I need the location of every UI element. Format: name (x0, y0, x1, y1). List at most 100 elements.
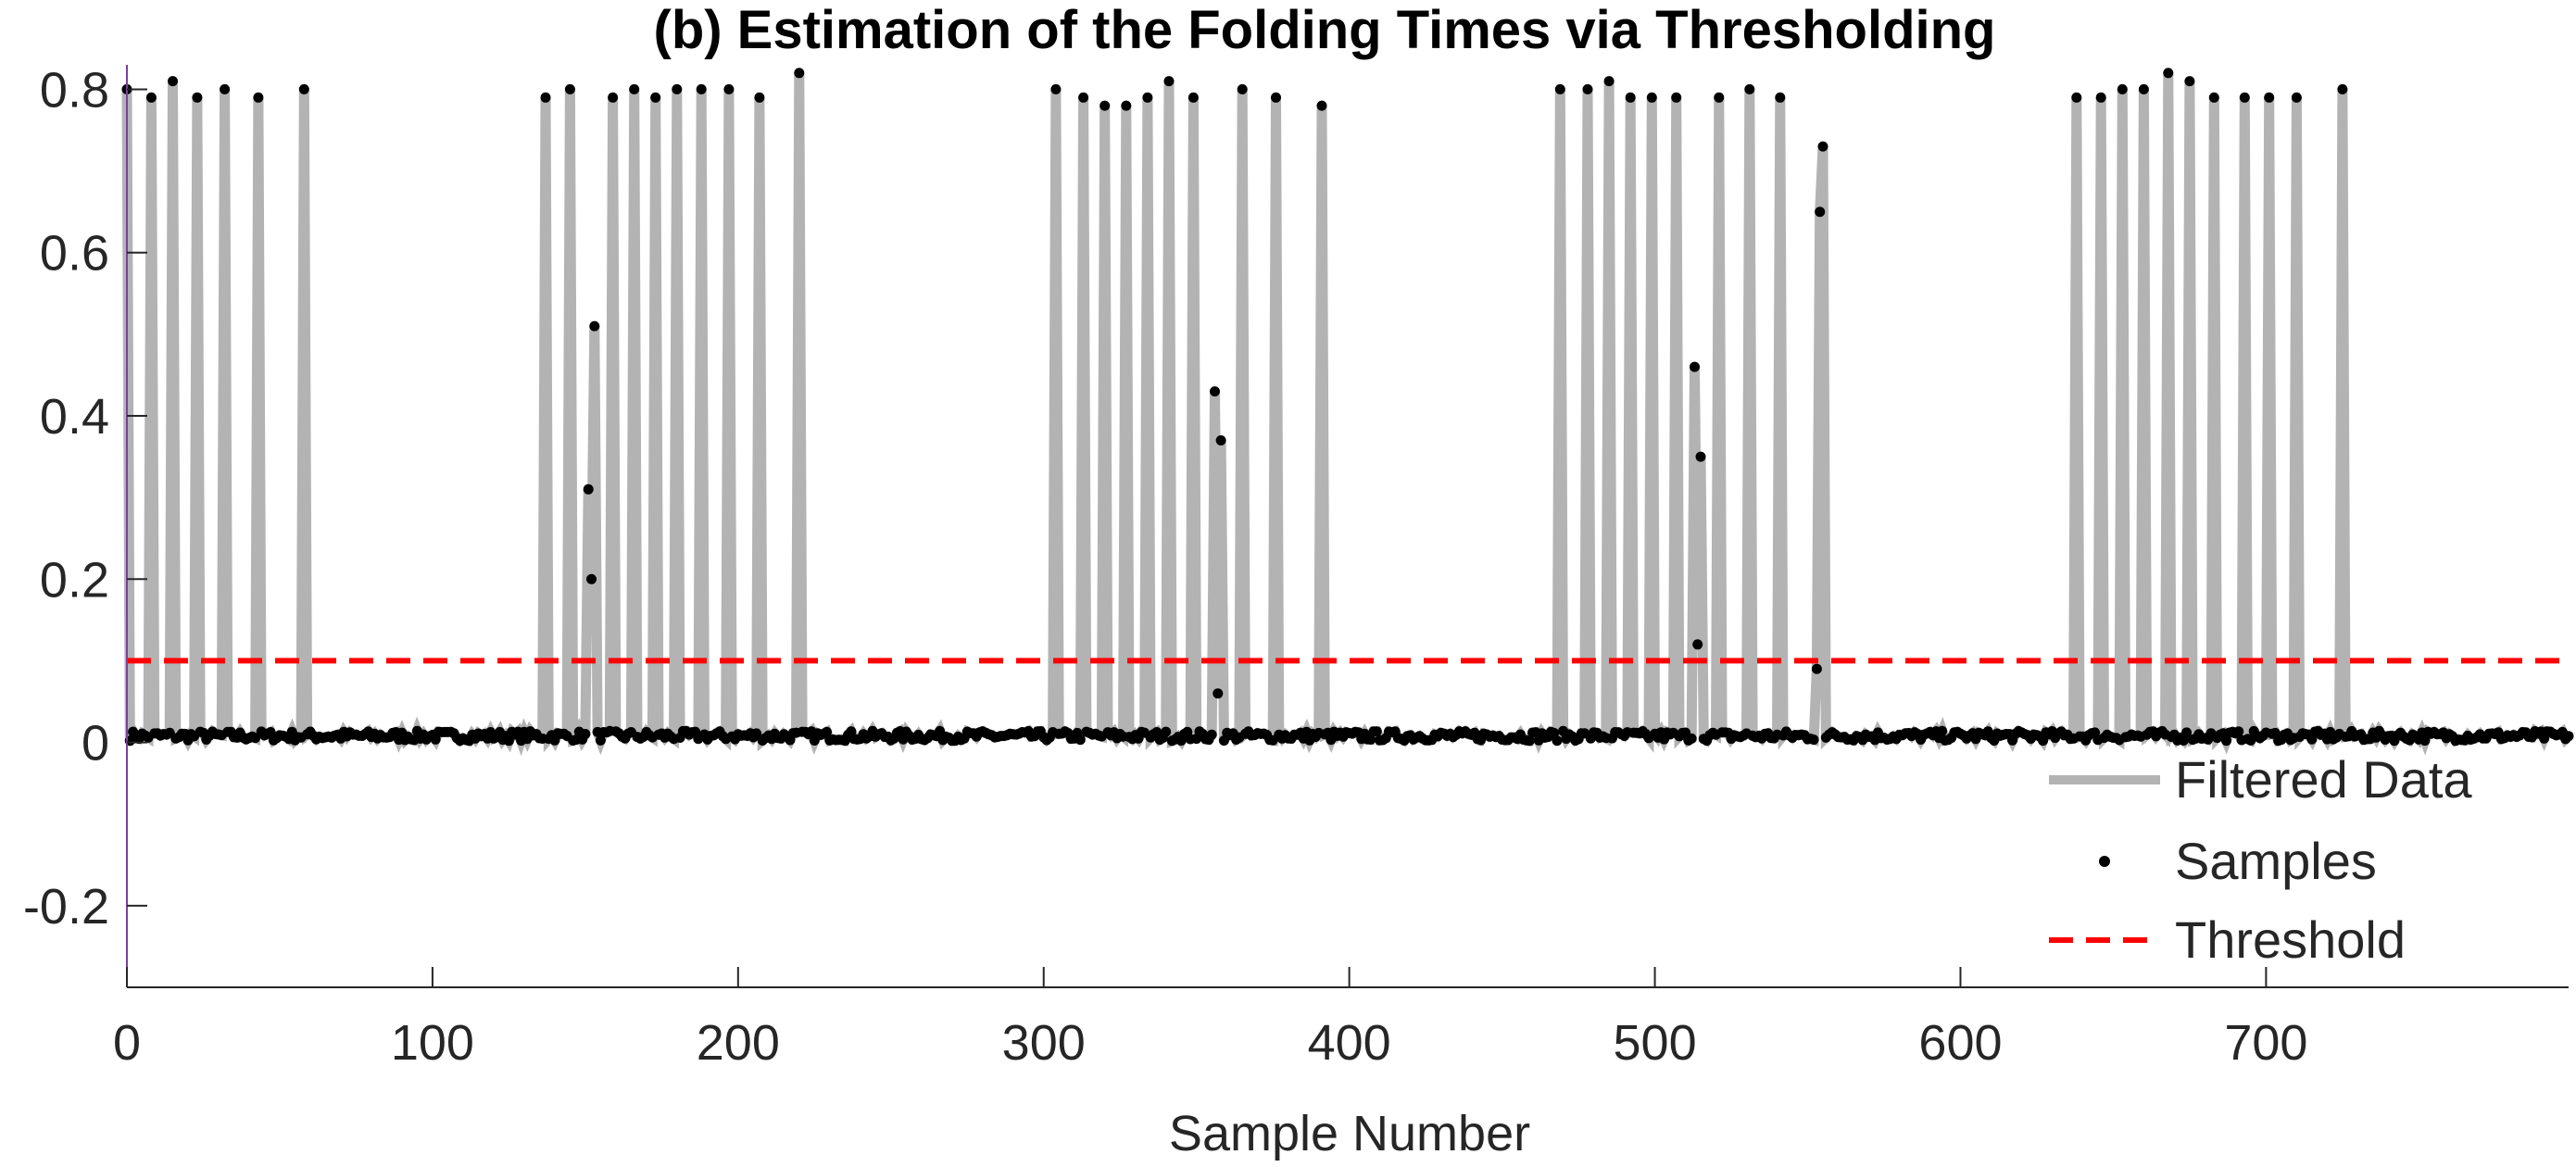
y-tick-label: 0.4 (40, 389, 109, 445)
legend-label: Samples (2175, 832, 2377, 890)
sample-point (1213, 688, 1224, 699)
sample-point (1549, 727, 1560, 738)
sample-point (1625, 92, 1636, 103)
chart-title: (b) Estimation of the Folding Times via … (654, 0, 1996, 60)
x-tick-label: 0 (113, 1015, 141, 1071)
sample-point (2117, 83, 2128, 94)
sample-point (822, 726, 832, 737)
sample-point (1187, 92, 1199, 103)
sample-point (1775, 92, 1786, 103)
sample-point (1316, 100, 1327, 111)
x-tick-labels: 0 100 200 300 400 500 600 700 (113, 1015, 2307, 1071)
sample-point (586, 573, 597, 584)
sample-point (2208, 92, 2219, 103)
y-tick-label: 0.2 (40, 552, 109, 608)
sample-point (168, 76, 178, 87)
sample-point (1582, 83, 1593, 94)
sample-point (250, 733, 261, 744)
x-tick-label: 400 (1308, 1015, 1391, 1071)
axes (126, 65, 2569, 988)
sample-point (2563, 731, 2574, 742)
sample-point (1744, 83, 1755, 94)
samples-series (121, 68, 2574, 747)
sample-point (2239, 92, 2250, 103)
sample-point (220, 83, 231, 94)
sample-point (650, 92, 661, 103)
x-tick-label: 300 (1002, 1015, 1086, 1071)
sample-point (1524, 735, 1535, 747)
sample-point (2419, 735, 2431, 747)
filtered-data-line (121, 72, 2572, 757)
plot-area (121, 68, 2574, 757)
sample-point (298, 83, 309, 94)
sample-point (1937, 725, 1948, 736)
sample-point (1142, 92, 1153, 103)
sample-point (2264, 92, 2275, 103)
filtered-data-series (121, 72, 2572, 757)
sample-point (1552, 735, 1563, 747)
legend-label: Threshold (2175, 910, 2406, 969)
sample-point (145, 92, 157, 103)
sample-point (1050, 83, 1062, 94)
sample-point (1365, 734, 1376, 745)
sample-point (2178, 735, 2189, 746)
sample-point (1692, 639, 1703, 650)
legend-label: Filtered Data (2175, 750, 2472, 809)
sample-point (1100, 100, 1111, 111)
sample-point (672, 83, 683, 94)
sample-point (1646, 92, 1657, 103)
sample-point (595, 734, 606, 746)
sample-point (629, 83, 640, 94)
sample-point (583, 483, 594, 495)
x-axis-label: Sample Number (1169, 1106, 1530, 1161)
sample-point (1078, 92, 1089, 103)
y-tick-labels: -0.2 0 0.2 0.4 0.6 0.8 (23, 62, 109, 934)
x-tick-label: 100 (391, 1015, 474, 1071)
sample-point (430, 734, 441, 745)
sample-point (2291, 92, 2302, 103)
sample-point (2269, 727, 2281, 738)
x-tick-label: 500 (1614, 1015, 1697, 1071)
legend-samples-swatch (2099, 856, 2110, 867)
x-tick-label: 200 (697, 1015, 780, 1071)
sample-point (253, 92, 264, 103)
sample-point (608, 92, 619, 103)
sample-point (1554, 83, 1565, 94)
sample-point (2071, 92, 2082, 103)
x-tick-label: 600 (1918, 1015, 2002, 1071)
sample-point (696, 83, 707, 94)
sample-point (1815, 207, 1826, 218)
sample-point (1371, 726, 1382, 737)
x-tick-label: 700 (2224, 1015, 2307, 1071)
sample-point (2181, 727, 2193, 738)
sample-point (1686, 733, 1697, 744)
sample-point (2184, 76, 2195, 87)
sample-point (1695, 451, 1706, 462)
sample-point (1603, 76, 1615, 87)
sample-point (2337, 83, 2348, 94)
sample-point (192, 92, 203, 103)
sample-point (794, 68, 805, 79)
sample-point (1808, 734, 1819, 746)
sample-point (1163, 76, 1175, 87)
sample-point (564, 83, 575, 94)
sample-point (1817, 141, 1828, 152)
sample-point (751, 728, 762, 739)
sample-point (754, 92, 765, 103)
sample-point (1271, 92, 1281, 103)
sample-point (723, 83, 735, 94)
sample-point (1210, 386, 1220, 397)
sample-point (580, 729, 591, 739)
sample-point (1121, 100, 1132, 111)
sample-point (589, 320, 600, 332)
sample-point (1074, 734, 1086, 746)
sample-point (1811, 663, 1822, 674)
sample-point (503, 735, 514, 747)
sample-point (1206, 729, 1217, 740)
sample-point (1161, 726, 1172, 737)
sample-point (1714, 92, 1725, 103)
sample-point (1215, 435, 1226, 445)
sample-point (1237, 83, 1248, 94)
sample-point (2095, 92, 2106, 103)
